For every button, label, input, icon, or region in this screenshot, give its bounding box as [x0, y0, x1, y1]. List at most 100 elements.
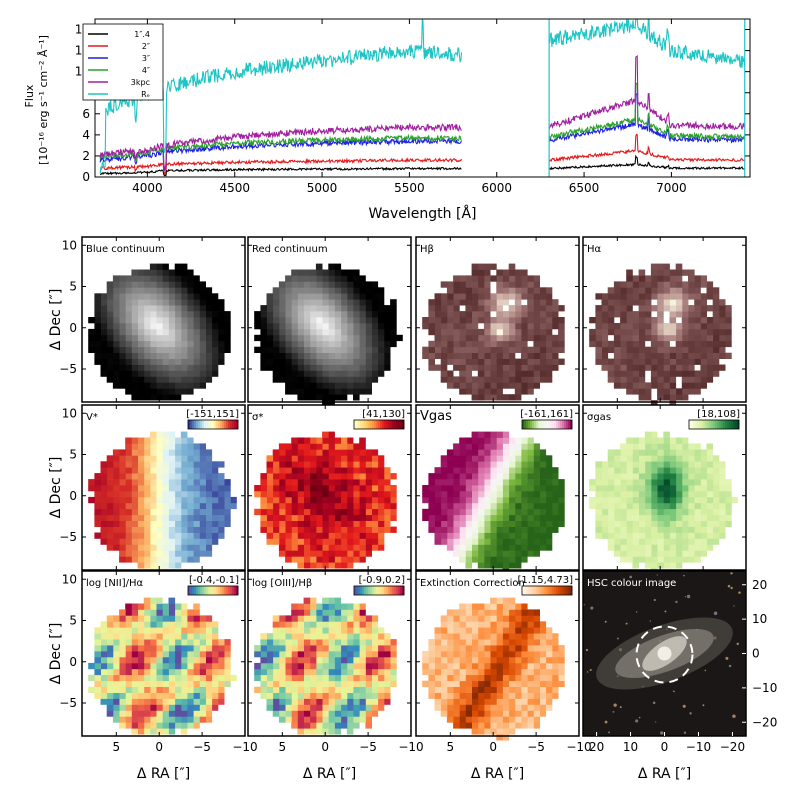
map-pixel — [706, 323, 714, 330]
map-pixel — [340, 662, 348, 670]
map-pixel — [162, 532, 169, 539]
map-pixel — [365, 317, 372, 324]
map-pixel — [371, 508, 379, 516]
map-pixel — [681, 293, 689, 300]
colorbar-step — [204, 420, 207, 429]
map-pixel — [663, 358, 670, 365]
colorbar-step — [530, 420, 533, 429]
map-pixel — [712, 340, 720, 348]
map-pixel — [100, 645, 108, 652]
map-pixel — [383, 514, 391, 521]
map-pixel — [94, 496, 101, 504]
map-pixel — [700, 370, 707, 377]
map-pixel — [199, 692, 206, 699]
map-pixel — [291, 633, 298, 640]
map-pixel — [514, 615, 522, 622]
map-pixel — [149, 443, 157, 450]
map-pixel — [211, 514, 219, 521]
map-pixel — [112, 657, 120, 664]
map-pixel — [328, 562, 335, 569]
map-pixel — [688, 388, 695, 395]
map-pixel — [377, 514, 385, 521]
map-pixel — [371, 538, 379, 545]
map-pixel — [440, 526, 448, 533]
colorbar-step — [356, 420, 359, 429]
colorbar-step — [396, 586, 399, 595]
map-pixel — [205, 698, 213, 705]
map-pixel — [205, 370, 213, 377]
map-pixel — [346, 479, 354, 486]
map-pixel — [322, 680, 329, 687]
map-pixel — [365, 532, 372, 539]
map-pixel — [322, 686, 329, 693]
map-pixel — [675, 358, 683, 365]
map-pixel — [483, 275, 491, 282]
map-pixel — [626, 305, 633, 312]
map-pixel — [390, 473, 397, 480]
map-pixel — [125, 621, 132, 628]
map-pixel — [224, 334, 231, 342]
map-pixel — [278, 299, 286, 306]
map-pixel — [477, 275, 485, 282]
map-pixel — [712, 293, 720, 300]
map-pixel — [205, 334, 213, 342]
map-pixel — [285, 328, 292, 336]
map-pixel — [156, 364, 163, 371]
map-pixel — [131, 358, 138, 365]
map-pixel — [137, 686, 145, 693]
map-pixel — [149, 485, 157, 492]
map-pixel — [119, 323, 126, 330]
map-pixel — [508, 562, 516, 569]
map-pixel — [521, 317, 528, 324]
map-pixel — [669, 449, 677, 456]
map-pixel — [607, 473, 615, 480]
map-pixel — [278, 674, 286, 682]
map-pixel — [149, 544, 157, 551]
map-pixel — [211, 633, 219, 640]
map-pixel — [272, 502, 280, 510]
colorbar-step — [226, 586, 229, 595]
map-pixel — [471, 275, 479, 282]
map-pixel — [211, 461, 219, 468]
map-pixel — [143, 502, 151, 510]
map-pixel — [453, 621, 460, 628]
map-pixel — [527, 299, 534, 306]
map-pixel — [650, 473, 658, 480]
map-pixel — [112, 281, 120, 288]
map-pixel — [187, 491, 194, 498]
map-pixel — [589, 328, 596, 336]
map-pixel — [315, 704, 323, 711]
map-pixel — [303, 281, 311, 288]
map-pixel — [217, 311, 225, 318]
map-pixel — [340, 473, 348, 480]
map-pixel — [309, 508, 317, 516]
map-pixel — [224, 491, 231, 498]
map-pixel — [193, 293, 200, 300]
map-pixel — [539, 657, 547, 664]
map-pixel — [508, 710, 516, 717]
map-pixel — [694, 346, 701, 353]
colorbar-step — [526, 420, 529, 429]
map-pixel — [119, 491, 126, 498]
map-pixel — [663, 562, 670, 569]
map-pixel — [162, 710, 169, 717]
map-pixel — [168, 633, 176, 640]
map-ytick-label-4-2: 5 — [69, 448, 77, 462]
map-pixel — [193, 311, 200, 318]
map-pixel — [545, 538, 553, 545]
map-pixel — [706, 473, 714, 480]
map-pixel — [496, 485, 503, 492]
map-pixel — [180, 485, 188, 492]
map-pixel — [595, 323, 602, 330]
map-pixel — [551, 674, 559, 682]
map-pixel — [477, 627, 485, 634]
map-pixel — [688, 461, 695, 468]
map-pixel — [137, 370, 145, 377]
map-pixel — [371, 305, 379, 312]
map-pixel — [446, 615, 454, 622]
map-pixel — [657, 532, 664, 539]
map-pixel — [272, 692, 280, 699]
map-pixel — [272, 508, 280, 516]
map-pixel — [483, 461, 491, 468]
map-pixel — [390, 680, 397, 687]
